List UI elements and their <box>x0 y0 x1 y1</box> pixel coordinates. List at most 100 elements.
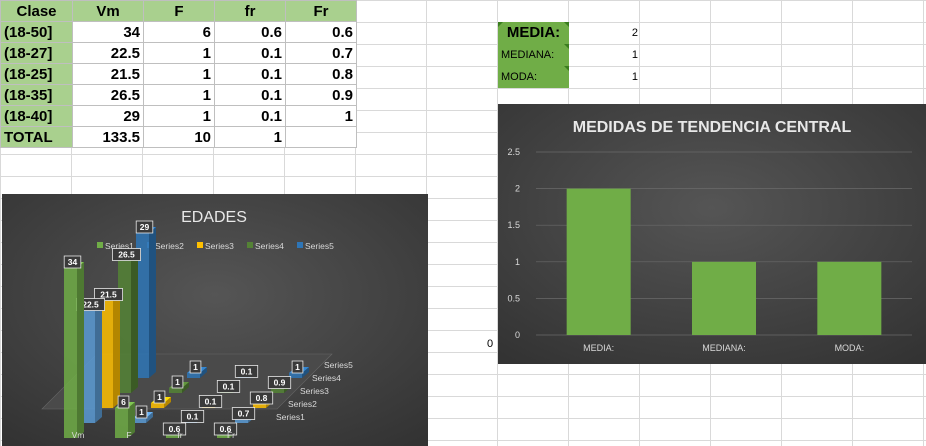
stat-row-moda: MODA: 1 <box>498 66 640 88</box>
stat-value-media[interactable]: 2 <box>631 27 638 39</box>
series-axis-label: Series2 <box>288 399 317 409</box>
comment-marker-icon <box>498 22 503 27</box>
data-label: 26.5 <box>112 248 142 261</box>
cell-f[interactable]: 1 <box>143 63 215 85</box>
stat-label-moda[interactable]: MODA: <box>498 66 569 88</box>
header-Fr-cum[interactable]: Fr <box>285 0 357 22</box>
stray-cell-value[interactable]: 0 <box>487 338 494 350</box>
cell-Fr[interactable]: 0.9 <box>285 84 357 106</box>
legend-entry: Series1 <box>105 241 134 251</box>
legend-entry: Series4 <box>255 241 284 251</box>
cell-vm[interactable]: 22.5 <box>72 42 144 64</box>
svg-text:1: 1 <box>175 377 180 387</box>
cell-fr[interactable]: 0.1 <box>214 42 286 64</box>
stat-label-mediana[interactable]: MEDIANA: <box>498 44 569 66</box>
cell-total-label[interactable]: TOTAL <box>0 126 73 148</box>
svg-text:1: 1 <box>295 362 300 372</box>
x-tick-label: MODA: <box>835 343 865 353</box>
y-tick-label: 0.5 <box>507 293 520 303</box>
cell-clase[interactable]: (18-35] <box>0 84 73 106</box>
svg-text:1: 1 <box>193 362 198 372</box>
svg-text:0.1: 0.1 <box>223 381 235 391</box>
data-label: 0.1 <box>216 379 241 393</box>
cell-Fr[interactable]: 0.6 <box>285 21 357 43</box>
header-vm[interactable]: Vm <box>72 0 144 22</box>
cell-fr[interactable]: 0.6 <box>214 21 286 43</box>
y-tick-label: 1.5 <box>507 220 520 230</box>
cell-f[interactable]: 1 <box>143 84 215 106</box>
bar[interactable] <box>566 188 631 335</box>
bar-3d[interactable] <box>100 294 120 409</box>
stat-row-mediana: MEDIANA: 1 <box>498 44 640 66</box>
cell-clase[interactable]: (18-50] <box>0 21 73 43</box>
cell-fr[interactable]: 0.1 <box>214 63 286 85</box>
tendencia-central-chart[interactable]: MEDIDAS DE TENDENCIA CENTRAL 0 0.5 1 1.5 2 2.… <box>498 104 926 364</box>
cell-clase[interactable]: (18-40] <box>0 105 73 127</box>
data-label: 0.8 <box>249 391 274 405</box>
data-label: 0.1 <box>198 394 223 408</box>
header-f[interactable]: F <box>143 0 215 22</box>
stat-value-moda[interactable]: 1 <box>631 71 638 83</box>
y-tick-label: 1 <box>515 257 520 267</box>
table-header-row: Clase Vm F fr Fr <box>0 0 357 22</box>
cell-total-vm[interactable]: 133.5 <box>72 126 144 148</box>
svg-text:6: 6 <box>121 397 126 407</box>
svg-text:0.1: 0.1 <box>241 366 253 376</box>
y-tick-label: 0 <box>515 330 520 340</box>
svg-text:0.6: 0.6 <box>169 424 181 434</box>
data-label: 1 <box>135 405 148 419</box>
svg-text:22.5: 22.5 <box>82 300 99 310</box>
cell-vm[interactable]: 29 <box>72 105 144 127</box>
cell-vm[interactable]: 21.5 <box>72 63 144 85</box>
cell-Fr[interactable]: 1 <box>285 105 357 127</box>
bar[interactable] <box>817 261 882 335</box>
data-label: 1 <box>189 360 202 374</box>
data-label: 0.9 <box>267 376 292 389</box>
legend-entry: Series3 <box>205 241 234 251</box>
cell-Fr[interactable]: 0.7 <box>285 42 357 64</box>
cell-clase[interactable]: (18-27] <box>0 42 73 64</box>
chart-series-axis: Series1 Series2 Series3 Series4 Series5 <box>276 360 353 422</box>
bar[interactable] <box>692 261 756 335</box>
legend-swatch <box>97 242 103 248</box>
stat-value-mediana[interactable]: 1 <box>631 49 638 61</box>
table-row: (18-27] 22.5 1 0.1 0.7 <box>0 42 357 64</box>
data-label: 29 <box>135 220 154 234</box>
bar-3d[interactable] <box>118 254 138 394</box>
edades-chart[interactable]: EDADES Series1 Series2 Series3 Series4 Serie… <box>2 194 428 446</box>
comment-marker-icon <box>564 22 569 27</box>
cell-vm[interactable]: 34 <box>72 21 144 43</box>
frequency-table: Clase Vm F fr Fr (18-50] 34 6 0.6 0.6 (1… <box>0 0 357 148</box>
cell-vm[interactable]: 26.5 <box>72 84 144 106</box>
data-label: 0.6 <box>162 422 187 436</box>
cell-fr[interactable]: 0.1 <box>214 84 286 106</box>
data-label: 0.7 <box>231 407 256 420</box>
x-tick-label: MEDIA: <box>583 343 614 353</box>
svg-text:29: 29 <box>140 222 150 232</box>
x-tick-label: MEDIANA: <box>702 343 746 353</box>
stat-label-media[interactable]: MEDIA: <box>498 22 569 44</box>
cell-f[interactable]: 1 <box>143 105 215 127</box>
cell-total-fr[interactable]: 1 <box>214 126 286 148</box>
legend-swatch <box>297 242 303 248</box>
cell-total-empty[interactable] <box>285 126 357 148</box>
cell-clase[interactable]: (18-25] <box>0 63 73 85</box>
category-label: fr <box>177 430 182 440</box>
chart-title: EDADES <box>181 209 247 226</box>
chart-bars <box>566 188 882 335</box>
bar-3d[interactable] <box>64 262 84 438</box>
header-clase[interactable]: Clase <box>0 0 73 22</box>
data-label: 1 <box>291 360 304 374</box>
table-row: (18-50] 34 6 0.6 0.6 <box>0 21 357 43</box>
cell-total-f[interactable]: 10 <box>143 126 215 148</box>
svg-text:0.8: 0.8 <box>256 393 268 403</box>
legend-swatch <box>197 242 203 248</box>
cell-fr[interactable]: 0.1 <box>214 105 286 127</box>
header-fr[interactable]: fr <box>214 0 286 22</box>
cell-f[interactable]: 6 <box>143 21 215 43</box>
svg-text:34: 34 <box>68 257 78 267</box>
cell-Fr[interactable]: 0.8 <box>285 63 357 85</box>
bar-3d[interactable] <box>82 304 102 424</box>
cell-f[interactable]: 1 <box>143 42 215 64</box>
